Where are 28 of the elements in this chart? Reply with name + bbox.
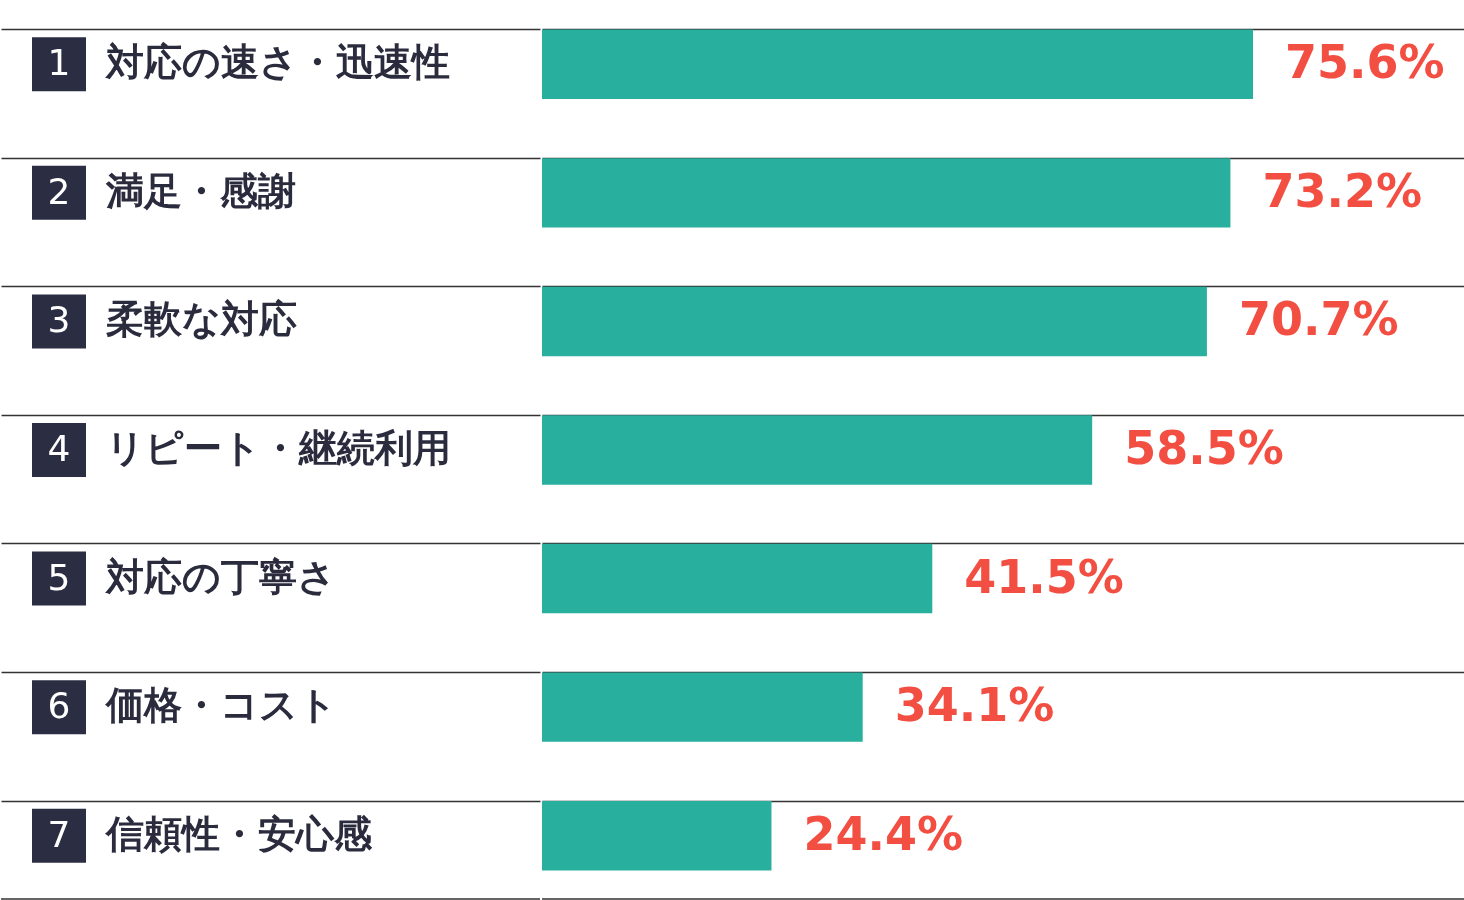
y-tick-label: 対応の丁寧さ	[105, 554, 336, 599]
text: 1	[47, 42, 71, 84]
data-label: 58.5%	[1124, 421, 1284, 475]
bar	[542, 29, 1253, 99]
data-label: 75.6%	[1285, 35, 1445, 90]
data-label: 41.5%	[964, 549, 1124, 604]
text: 3	[47, 299, 71, 341]
bar	[542, 801, 772, 871]
bar	[542, 543, 933, 614]
data-label: 70.7%	[1238, 292, 1399, 347]
y-tick-label: 価格・コスト	[104, 683, 337, 728]
bar	[542, 415, 1093, 485]
y-tick-label: 柔軟な対応	[106, 297, 297, 342]
text: 4	[47, 428, 71, 469]
y-tick-label: 信頼性・安心感	[104, 811, 373, 856]
text: 2	[47, 170, 71, 212]
y-tick-label: 対応の速さ・迅速性	[105, 40, 450, 85]
bar	[542, 672, 863, 742]
data-label: 73.2%	[1262, 163, 1423, 218]
y-tick-label: リピート・継続利用	[106, 426, 451, 470]
data-label: 34.1%	[894, 678, 1055, 733]
text: 7	[47, 813, 71, 855]
data-label: 24.4%	[803, 806, 964, 861]
text: 6	[47, 685, 71, 727]
bar	[542, 158, 1231, 228]
y-tick-label: 満足・感謝	[105, 168, 296, 213]
bar	[542, 286, 1207, 357]
text: 5	[47, 556, 71, 598]
